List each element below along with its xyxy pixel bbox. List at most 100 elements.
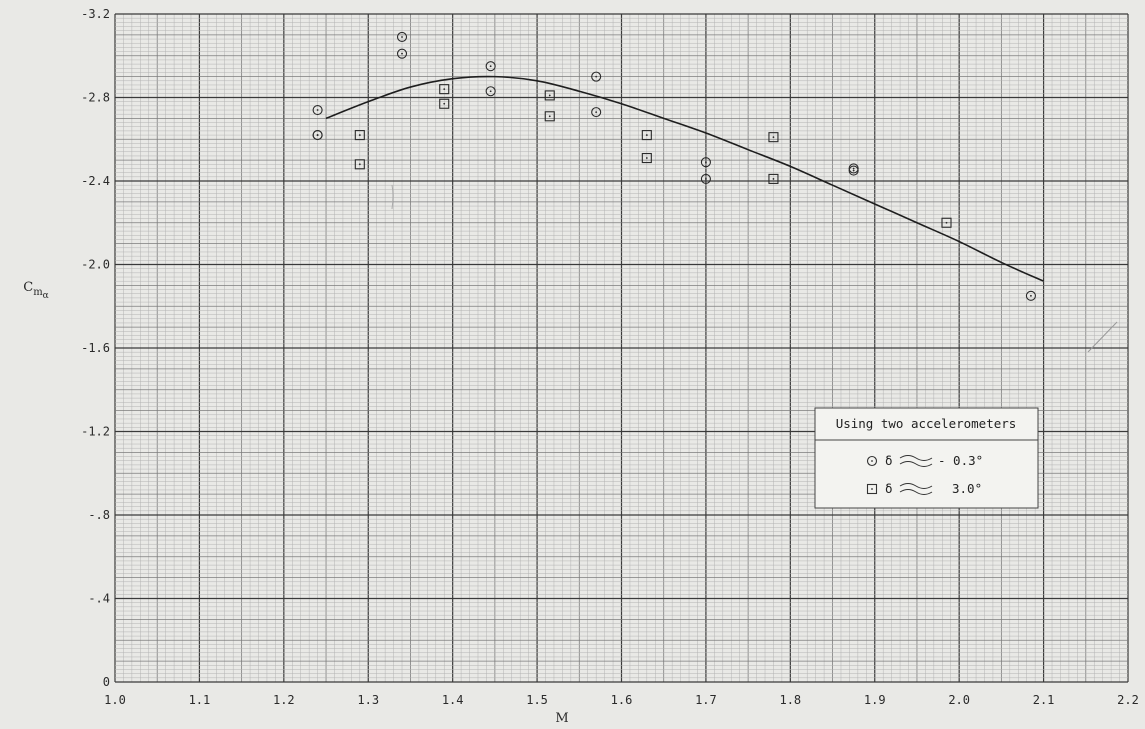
data-point-circle [485,86,496,97]
point-marker [312,130,323,141]
point-marker [1025,290,1036,301]
pencil-mark [1087,321,1118,353]
legend-circle-marker [866,455,878,467]
legend-approx-symbol-2 [899,483,933,495]
grid [114,13,1129,683]
data-point-square [641,152,652,164]
pencil-mark-2 [391,184,394,210]
y-axis-label-subsub: α [43,291,49,301]
point-center-dot [489,65,492,68]
point-center-dot [401,52,403,55]
data-point-square [354,159,365,170]
data-point-square [941,217,952,228]
point-marker [439,98,450,109]
point-marker [354,159,365,170]
point-marker [700,173,711,184]
point-marker [544,111,555,122]
data-point-square [768,173,779,184]
point-center-dot [852,169,855,172]
data-point-circle [312,130,323,141]
x-tick-label: 1.5 [526,693,548,707]
x-tick-label: 1.6 [611,693,633,707]
legend-approx-symbol-1 [899,455,933,467]
point-marker [641,152,652,164]
y-tick-label: -1.2 [81,425,110,439]
x-tick-label: 2.1 [1033,693,1055,707]
point-marker [544,90,555,101]
x-tick-label: 1.8 [779,693,801,707]
y-tick-label: -.8 [88,508,110,522]
point-center-dot [645,157,648,159]
point-center-dot [358,134,361,136]
data-point-square [768,132,779,143]
x-tick-label: 1.3 [357,693,379,707]
x-tick-label: 2.2 [1117,693,1139,707]
data-point-circle [396,31,408,43]
point-marker [485,86,496,97]
point-center-dot [489,90,492,93]
point-center-dot [705,178,707,180]
legend-entry-1-value: - 0.3° [938,453,983,468]
data-point-circle [396,48,408,59]
point-center-dot [443,102,446,105]
y-tick-label: -2.0 [81,258,110,272]
x-tick-label: 1.0 [104,693,126,707]
point-center-dot [772,178,775,180]
data-point-square [354,130,365,141]
y-tick-label: -.4 [88,592,110,606]
point-center-dot [443,88,446,91]
data-point-square [439,98,450,109]
legend-title: Using two accelerometers [836,416,1017,431]
point-center-dot [316,109,319,111]
x-tick-label: 1.2 [273,693,295,707]
x-tick-label: 2.0 [948,693,970,707]
point-center-dot [401,36,403,38]
data-point-circle [591,107,602,118]
point-marker [439,84,450,95]
point-center-dot [852,167,855,170]
point-center-dot [548,115,551,118]
point-marker [396,48,408,59]
point-marker [591,107,602,118]
point-center-dot [548,94,551,97]
y-tick-label: 0 [103,675,110,689]
data-point-circle [700,157,711,168]
x-tick-label: 1.7 [695,693,717,707]
point-center-dot [945,221,948,224]
data-point-square [641,130,652,141]
legend-square-marker [866,483,878,495]
legend-entry-2-value: 3.0° [952,481,982,496]
x-tick-label: 1.1 [189,693,211,707]
point-marker [848,165,859,176]
point-center-dot [358,163,361,166]
point-center-dot [1030,294,1032,297]
point-center-dot [595,111,598,114]
data-point-square [544,111,555,122]
legend-box [814,407,1039,509]
point-center-dot [595,75,598,78]
y-tick-label: -2.8 [81,91,110,105]
data-marks [312,31,1044,301]
x-tick-label: 1.9 [864,693,886,707]
data-point-circle [591,71,602,82]
data-point-circle [312,104,323,116]
point-marker [312,104,323,116]
point-center-dot [645,134,648,136]
x-axis-label: M [555,711,568,726]
y-tick-label: -1.6 [81,341,110,355]
point-marker [641,130,652,141]
data-point-circle [848,165,859,176]
point-marker [768,173,779,184]
fit-curve [325,75,1044,282]
point-marker [700,157,711,168]
y-tick-label: -2.4 [81,174,110,188]
data-point-square [439,84,450,95]
point-marker [396,31,408,43]
legend: Using two accelerometers δ - 0.3° δ 3.0° [814,407,1039,509]
point-marker [591,71,602,82]
point-marker [354,130,365,141]
data-point-square [544,90,555,101]
y-axis-label-sub: m [33,287,43,298]
point-center-dot [705,161,707,164]
